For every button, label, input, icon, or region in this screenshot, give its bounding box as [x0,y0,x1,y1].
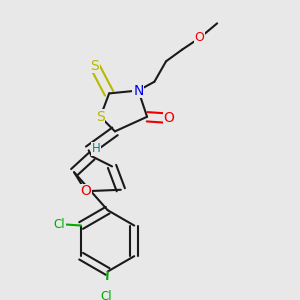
Text: Cl: Cl [53,218,65,231]
Text: O: O [195,32,205,44]
Text: S: S [90,59,99,73]
Text: O: O [80,184,91,198]
Text: O: O [164,111,174,125]
Text: S: S [96,110,105,124]
Text: H: H [92,142,100,155]
Text: N: N [133,83,143,98]
Text: Cl: Cl [100,290,112,300]
